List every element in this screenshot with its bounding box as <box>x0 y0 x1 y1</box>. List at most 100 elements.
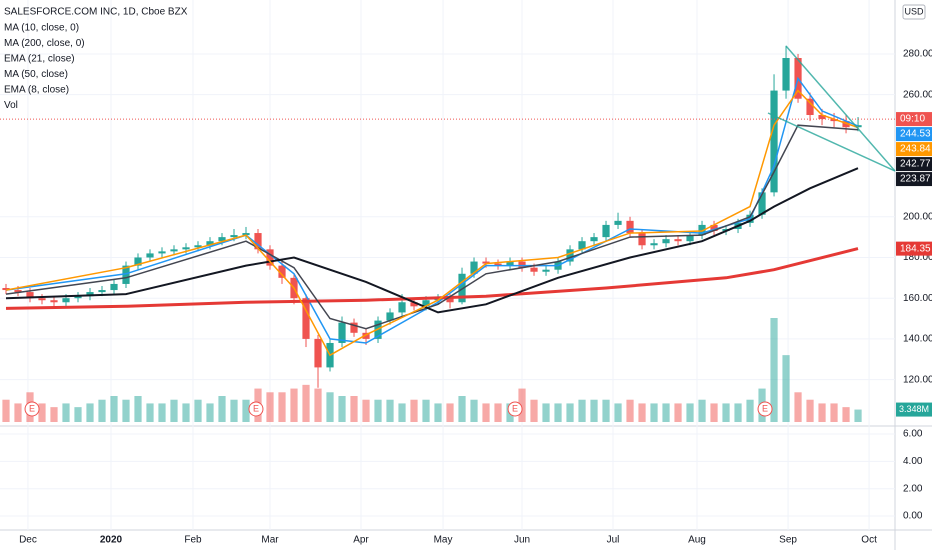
currency-box[interactable] <box>902 4 926 20</box>
candle-body <box>770 90 778 193</box>
volume-bar <box>410 399 418 422</box>
volume-bar <box>218 396 226 422</box>
candle-body <box>2 288 10 291</box>
indicator-line <box>5 89 859 357</box>
volume-bar <box>2 399 10 422</box>
candle-body <box>566 249 574 262</box>
volume-bar <box>818 403 826 422</box>
volume-bar <box>770 318 778 422</box>
y-tick-label: 260.00 <box>903 89 932 100</box>
volume-bar <box>674 403 682 422</box>
candle-body <box>218 237 226 242</box>
candle-body <box>758 192 766 215</box>
volume-bar <box>74 407 82 422</box>
earnings-marker <box>757 401 773 417</box>
candle-body <box>170 249 178 252</box>
volume-bar <box>482 403 490 422</box>
volume-bar <box>98 399 106 422</box>
candle-body <box>830 119 838 122</box>
volume-bar <box>590 399 598 422</box>
y-tick-label: 200.00 <box>903 211 932 222</box>
volume-bar <box>86 403 94 422</box>
earnings-marker <box>507 401 523 417</box>
x-tick-label: Feb <box>184 535 202 546</box>
volume-bar <box>470 399 478 422</box>
y-tick-label: 0.00 <box>903 511 923 522</box>
earnings-label: E <box>762 403 768 413</box>
volume-bar <box>842 407 850 422</box>
volume-bar <box>230 399 238 422</box>
candle-body <box>206 241 214 246</box>
candle-body <box>422 300 430 307</box>
volume-bar <box>626 399 634 422</box>
candle-body <box>854 125 862 128</box>
volume-bar <box>38 403 46 422</box>
earnings-label: E <box>253 403 259 413</box>
volume-bar <box>830 403 838 422</box>
volume-bar <box>698 399 706 422</box>
candle-body <box>590 237 598 242</box>
candle-body <box>578 241 586 250</box>
legend-title: SALESFORCE.COM INC, 1D, Cboe BZX <box>4 7 188 18</box>
volume-bar <box>14 403 22 422</box>
price-label: 243.84 <box>900 144 931 155</box>
indicator-line <box>5 124 859 330</box>
y-tick-label: 120.00 <box>903 374 932 385</box>
trendline <box>785 45 896 172</box>
y-tick-label: 140.00 <box>903 334 932 345</box>
x-tick-label: 2020 <box>100 535 123 546</box>
price-label: 244.53 <box>900 129 931 140</box>
volume-bar <box>338 396 346 422</box>
candle-body <box>494 263 502 266</box>
candle-body <box>470 261 478 274</box>
volume-bar <box>722 403 730 422</box>
volume-bar <box>146 403 154 422</box>
volume-bar <box>794 392 802 422</box>
price-label-bg <box>896 241 932 256</box>
earnings-marker <box>248 401 264 417</box>
volume-bar <box>206 403 214 422</box>
volume-bar <box>782 355 790 422</box>
y-tick-label: 160.00 <box>903 293 932 304</box>
price-label: 09:10 <box>900 114 925 125</box>
volume-bar <box>650 403 658 422</box>
volume-bar <box>398 403 406 422</box>
candle-body <box>134 257 142 266</box>
candle-body <box>530 267 538 272</box>
volume-bar <box>326 392 334 422</box>
volume-bar <box>134 396 142 422</box>
candle-body <box>350 322 358 333</box>
candle-body <box>362 332 370 339</box>
volume-bar <box>518 388 526 422</box>
volume-bar <box>182 403 190 422</box>
volume-bar <box>170 399 178 422</box>
volume-bar <box>554 403 562 422</box>
price-label-bg <box>896 157 932 172</box>
volume-label: 3.348M <box>899 404 929 414</box>
candle-body <box>518 261 526 268</box>
x-tick-label: May <box>434 535 453 546</box>
volume-bar <box>158 403 166 422</box>
candle-body <box>818 115 826 120</box>
volume-bar <box>686 403 694 422</box>
candle-body <box>302 298 310 339</box>
price-label-bg <box>896 127 932 142</box>
volume-bar <box>602 399 610 422</box>
candle-body <box>338 322 346 343</box>
volume-bar <box>362 399 370 422</box>
legend-entry: MA (50, close) <box>4 69 68 80</box>
candle-body <box>482 261 490 264</box>
price-label: 242.77 <box>900 159 931 170</box>
volume-bar <box>350 396 358 422</box>
candle-body <box>446 298 454 303</box>
earnings-label: E <box>512 403 518 413</box>
legend-entry: MA (10, close, 0) <box>4 23 79 34</box>
candle-body <box>146 253 154 258</box>
candle-body <box>254 233 262 250</box>
candle-body <box>74 296 82 299</box>
candle-body <box>62 298 70 303</box>
x-tick-label: Mar <box>261 535 279 546</box>
volume-bar <box>746 399 754 422</box>
